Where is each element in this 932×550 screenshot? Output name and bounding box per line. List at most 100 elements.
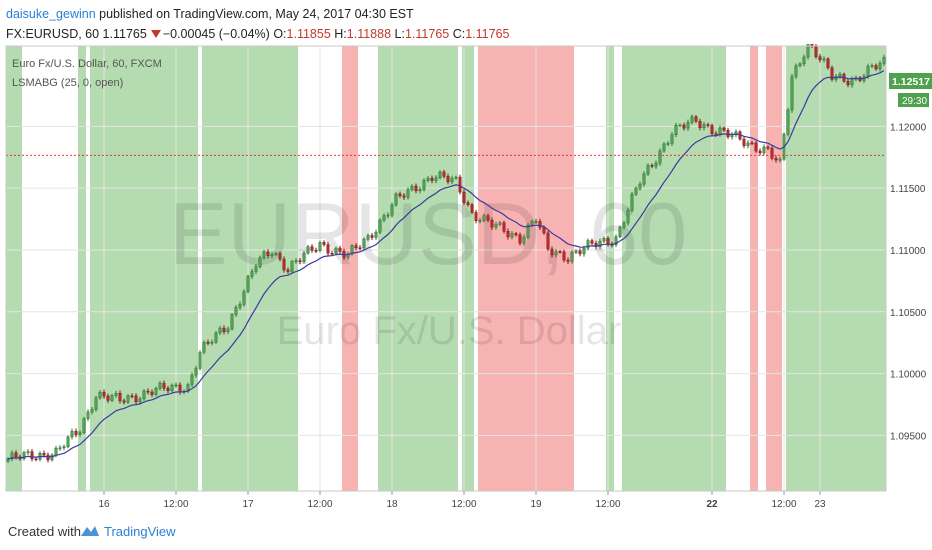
candle [26,449,30,456]
candle-body [94,397,98,410]
last-price-label: 1.12517 29:30 [889,73,932,107]
candle-body [62,446,66,449]
candle [306,244,310,255]
candle-body [194,368,198,376]
green-signal-band [78,46,86,491]
candle-body [310,246,314,251]
candle-body [526,224,530,238]
candle-body [734,131,738,136]
watermark-description: Euro Fx/U.S. Dollar [277,309,622,353]
candle-body [398,193,402,196]
candle-body [282,258,286,271]
candle-body [58,447,62,450]
candle-body [754,142,758,152]
candle [398,191,402,199]
candle [194,365,198,378]
candle-body [762,146,766,154]
candle-body [158,382,162,389]
candle [246,274,250,294]
close-label: C: [452,27,466,41]
candle-body [518,234,522,244]
candle-body [98,392,102,399]
price-tick-label: 1.10000 [890,370,927,381]
candle [622,220,626,230]
indicator-legend: LSMABG (25, 0, open) [12,77,123,89]
candle [106,393,110,403]
candle [706,122,710,128]
candle-body [82,418,86,433]
candle-body [362,239,366,249]
candle-body [154,388,158,395]
candle-body [878,63,882,70]
candle [114,390,118,398]
candle [394,192,398,207]
candle-body [694,116,698,122]
time-tick-label: 22 [706,499,718,510]
candle [818,54,822,63]
candle [226,326,230,335]
candle [302,250,306,264]
candle-body [606,238,610,245]
candle [550,246,554,258]
candle-body [78,432,82,435]
candle [694,115,698,124]
candle-body [162,382,166,389]
candle-body [402,195,406,198]
candle-body [386,214,390,217]
candle-body [666,143,670,145]
candle [290,259,294,274]
candle [70,428,74,440]
candle-body [654,162,658,167]
candle [826,57,830,70]
price-axis-bg [886,46,931,510]
candle [390,202,394,218]
candle-body [114,392,118,396]
low-value: 1.11765 [404,27,450,41]
candle [242,289,246,307]
candle-body [830,67,834,80]
candle [174,382,178,388]
candle [538,218,542,230]
candle-body [638,183,642,189]
candle [222,325,226,335]
footer: Created with TradingView [0,510,932,550]
candle [446,173,450,185]
candle [674,122,678,138]
candle [102,389,106,399]
candle [318,240,322,253]
candle [510,231,514,240]
candle-body [730,134,734,138]
chart-legend: Euro Fx/U.S. Dollar, 60, FXCM LSMABG (25… [12,58,162,89]
candle-body [218,327,222,334]
candle [802,54,806,67]
price-chart[interactable]: EURUSD, 60 Euro Fx/U.S. Dollar 1.095001.… [0,44,932,510]
candle [566,257,570,265]
candle [846,78,850,88]
candle [438,170,442,180]
candle-body [706,124,710,126]
red-signal-band [766,46,782,491]
candle-body [286,269,290,272]
candle-body [598,240,602,247]
low-label: L: [394,27,405,41]
tradingview-brand[interactable]: TradingView [104,524,176,539]
lsma-line [7,70,885,460]
author-link[interactable]: daisuke_gewinn [6,7,96,21]
candle-body [574,250,578,253]
time-tick-label: 12:00 [451,499,476,510]
candle-body [570,252,574,262]
candle [66,435,70,449]
candle [374,229,378,241]
green-signal-band [786,46,886,491]
candle [150,389,154,398]
candle-body [202,342,206,353]
candle-body [230,314,234,330]
time-tick-label: 12:00 [163,499,188,510]
open-label: O: [273,27,287,41]
candle-body [14,452,18,458]
time-axis: 16 12:00 17 12:00 18 12:00 19 12:00 22 12:00 23 [98,491,826,510]
candle-body [102,392,106,397]
green-signal-band [6,46,22,491]
candle-body [274,253,278,255]
candle-body [590,240,594,244]
